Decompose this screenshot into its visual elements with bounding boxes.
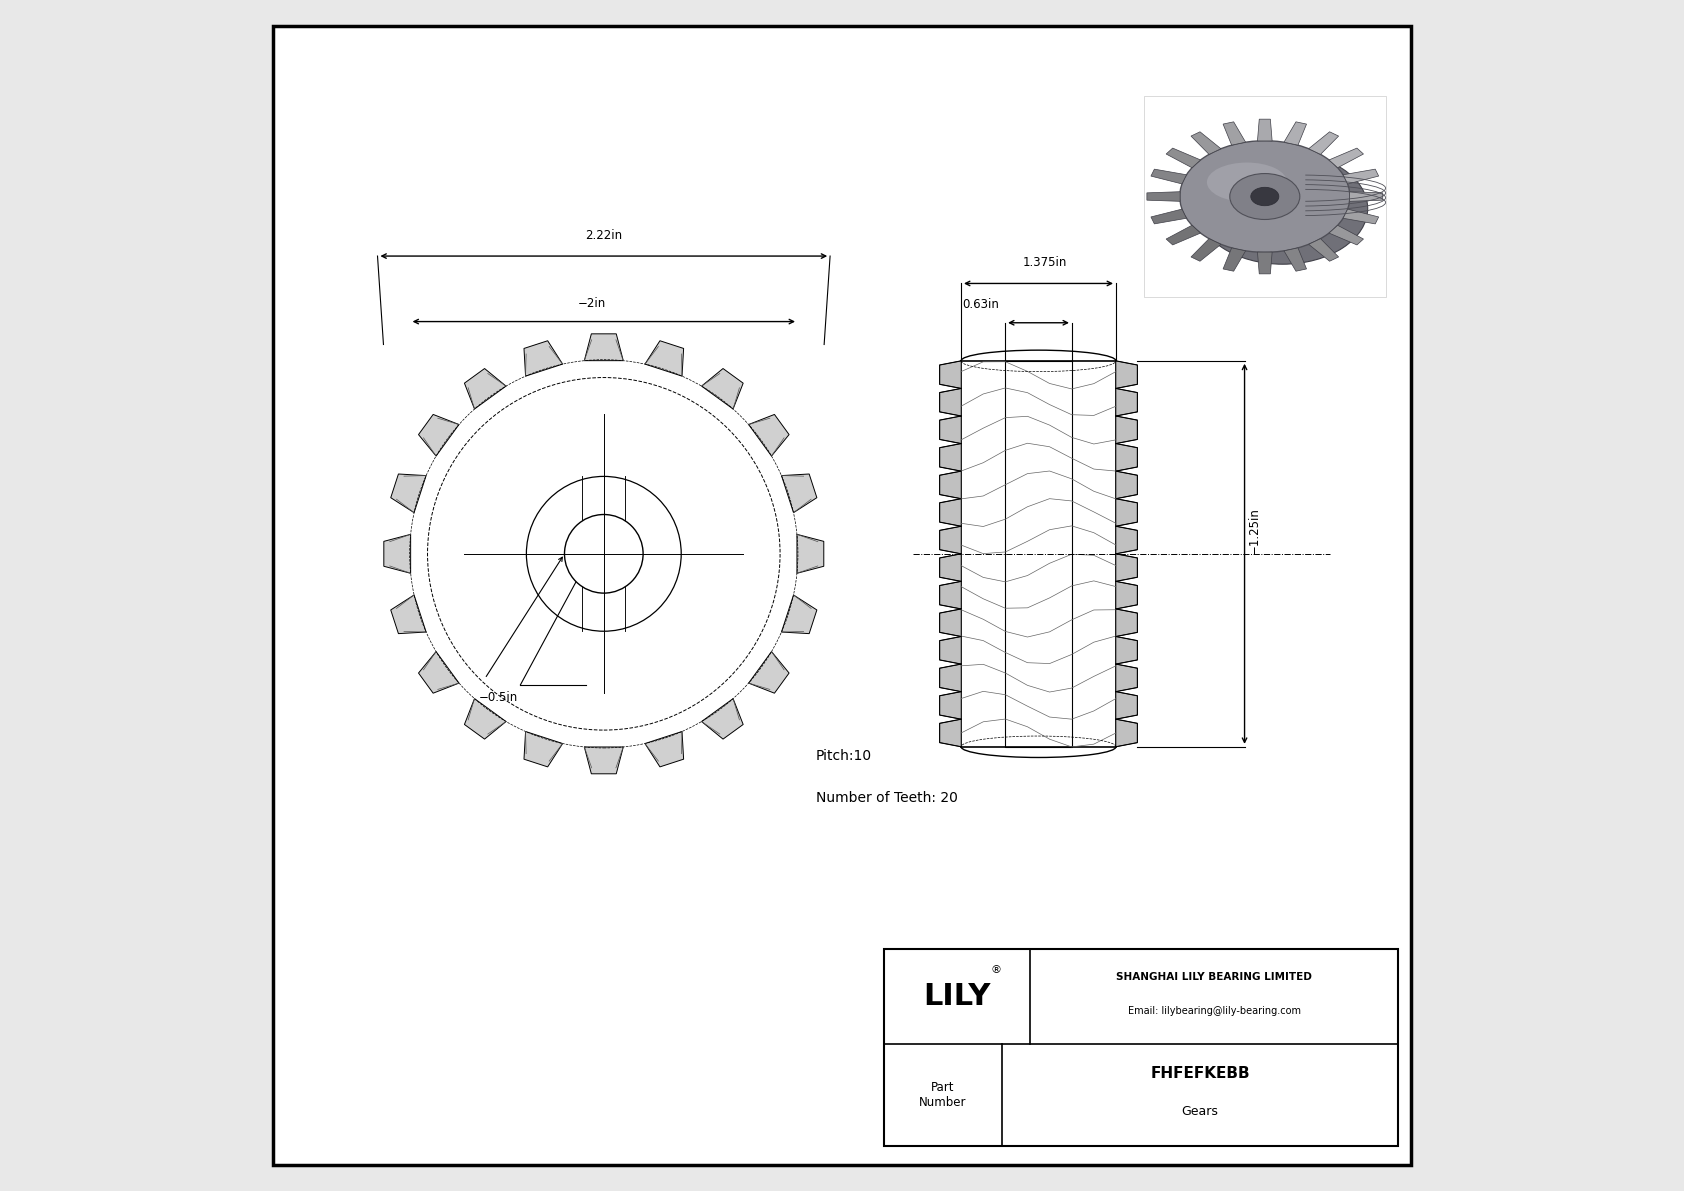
Ellipse shape xyxy=(1180,141,1351,252)
Polygon shape xyxy=(749,414,790,456)
Circle shape xyxy=(564,515,643,593)
Polygon shape xyxy=(1283,248,1307,272)
Polygon shape xyxy=(940,581,962,609)
Polygon shape xyxy=(1116,443,1137,472)
Ellipse shape xyxy=(1251,187,1278,206)
Polygon shape xyxy=(1283,121,1307,145)
Polygon shape xyxy=(1116,692,1137,719)
Polygon shape xyxy=(1116,388,1137,416)
Polygon shape xyxy=(1150,210,1187,224)
Polygon shape xyxy=(1308,238,1339,261)
Ellipse shape xyxy=(1197,152,1367,264)
Text: −0.5in: −0.5in xyxy=(478,691,519,704)
Text: LILY: LILY xyxy=(923,981,990,1011)
Polygon shape xyxy=(940,361,962,388)
Bar xyxy=(1005,361,1071,747)
Text: Number of Teeth: 20: Number of Teeth: 20 xyxy=(815,791,958,805)
Polygon shape xyxy=(391,474,426,512)
Polygon shape xyxy=(1116,636,1137,665)
Ellipse shape xyxy=(1207,162,1287,202)
Polygon shape xyxy=(1165,225,1201,245)
Polygon shape xyxy=(419,414,460,456)
Polygon shape xyxy=(702,368,743,409)
Polygon shape xyxy=(1116,499,1137,526)
Polygon shape xyxy=(1329,225,1364,245)
Polygon shape xyxy=(1223,248,1246,272)
Polygon shape xyxy=(940,443,962,472)
Polygon shape xyxy=(1223,121,1246,145)
Polygon shape xyxy=(1344,169,1379,183)
Polygon shape xyxy=(645,341,684,376)
Bar xyxy=(962,361,1116,747)
Bar xyxy=(1143,96,1386,297)
Polygon shape xyxy=(419,651,460,693)
Polygon shape xyxy=(1191,132,1221,155)
Polygon shape xyxy=(1116,361,1137,388)
Polygon shape xyxy=(940,416,962,443)
Polygon shape xyxy=(940,665,962,692)
Polygon shape xyxy=(1349,192,1383,201)
Polygon shape xyxy=(702,699,743,740)
Text: −1.25in: −1.25in xyxy=(1248,507,1261,554)
Polygon shape xyxy=(797,535,823,573)
Polygon shape xyxy=(524,341,562,376)
Polygon shape xyxy=(781,474,817,512)
Polygon shape xyxy=(1116,554,1137,581)
Polygon shape xyxy=(1329,148,1364,168)
Polygon shape xyxy=(940,692,962,719)
Polygon shape xyxy=(1191,238,1221,261)
Polygon shape xyxy=(1116,609,1137,636)
Polygon shape xyxy=(645,731,684,767)
Polygon shape xyxy=(1150,169,1187,183)
Polygon shape xyxy=(524,731,562,767)
Polygon shape xyxy=(940,526,962,554)
Polygon shape xyxy=(584,747,623,774)
Polygon shape xyxy=(1258,252,1271,274)
Polygon shape xyxy=(749,651,790,693)
Text: Gears: Gears xyxy=(1182,1105,1219,1118)
Text: Email: lilybearing@lily-bearing.com: Email: lilybearing@lily-bearing.com xyxy=(1128,1005,1300,1016)
Polygon shape xyxy=(1258,119,1271,141)
Polygon shape xyxy=(940,719,962,747)
Text: FHFEFKEBB: FHFEFKEBB xyxy=(1150,1066,1250,1080)
Ellipse shape xyxy=(1229,174,1300,219)
Text: −2in: −2in xyxy=(578,297,606,310)
Polygon shape xyxy=(1116,472,1137,499)
Polygon shape xyxy=(1116,719,1137,747)
Polygon shape xyxy=(465,699,505,740)
Polygon shape xyxy=(1116,526,1137,554)
Polygon shape xyxy=(584,333,623,361)
Polygon shape xyxy=(781,596,817,634)
Text: 1.375in: 1.375in xyxy=(1022,256,1066,269)
Polygon shape xyxy=(940,388,962,416)
Polygon shape xyxy=(940,554,962,581)
Polygon shape xyxy=(391,596,426,634)
Text: 2.22in: 2.22in xyxy=(586,229,623,242)
Polygon shape xyxy=(1116,416,1137,443)
Polygon shape xyxy=(1116,665,1137,692)
Text: ®: ® xyxy=(990,965,1002,975)
Polygon shape xyxy=(1344,210,1379,224)
Polygon shape xyxy=(940,609,962,636)
Polygon shape xyxy=(384,535,411,573)
Polygon shape xyxy=(1147,192,1180,201)
Circle shape xyxy=(428,378,780,730)
Text: SHANGHAI LILY BEARING LIMITED: SHANGHAI LILY BEARING LIMITED xyxy=(1116,972,1312,983)
Text: Pitch:10: Pitch:10 xyxy=(815,749,872,763)
Polygon shape xyxy=(1308,132,1339,155)
Bar xyxy=(884,949,1398,1146)
Polygon shape xyxy=(1165,148,1201,168)
Polygon shape xyxy=(1116,581,1137,609)
Text: 0.63in: 0.63in xyxy=(962,298,999,311)
Polygon shape xyxy=(940,472,962,499)
Polygon shape xyxy=(465,368,505,409)
Polygon shape xyxy=(940,636,962,665)
Text: Part
Number: Part Number xyxy=(919,1080,967,1109)
Polygon shape xyxy=(940,499,962,526)
